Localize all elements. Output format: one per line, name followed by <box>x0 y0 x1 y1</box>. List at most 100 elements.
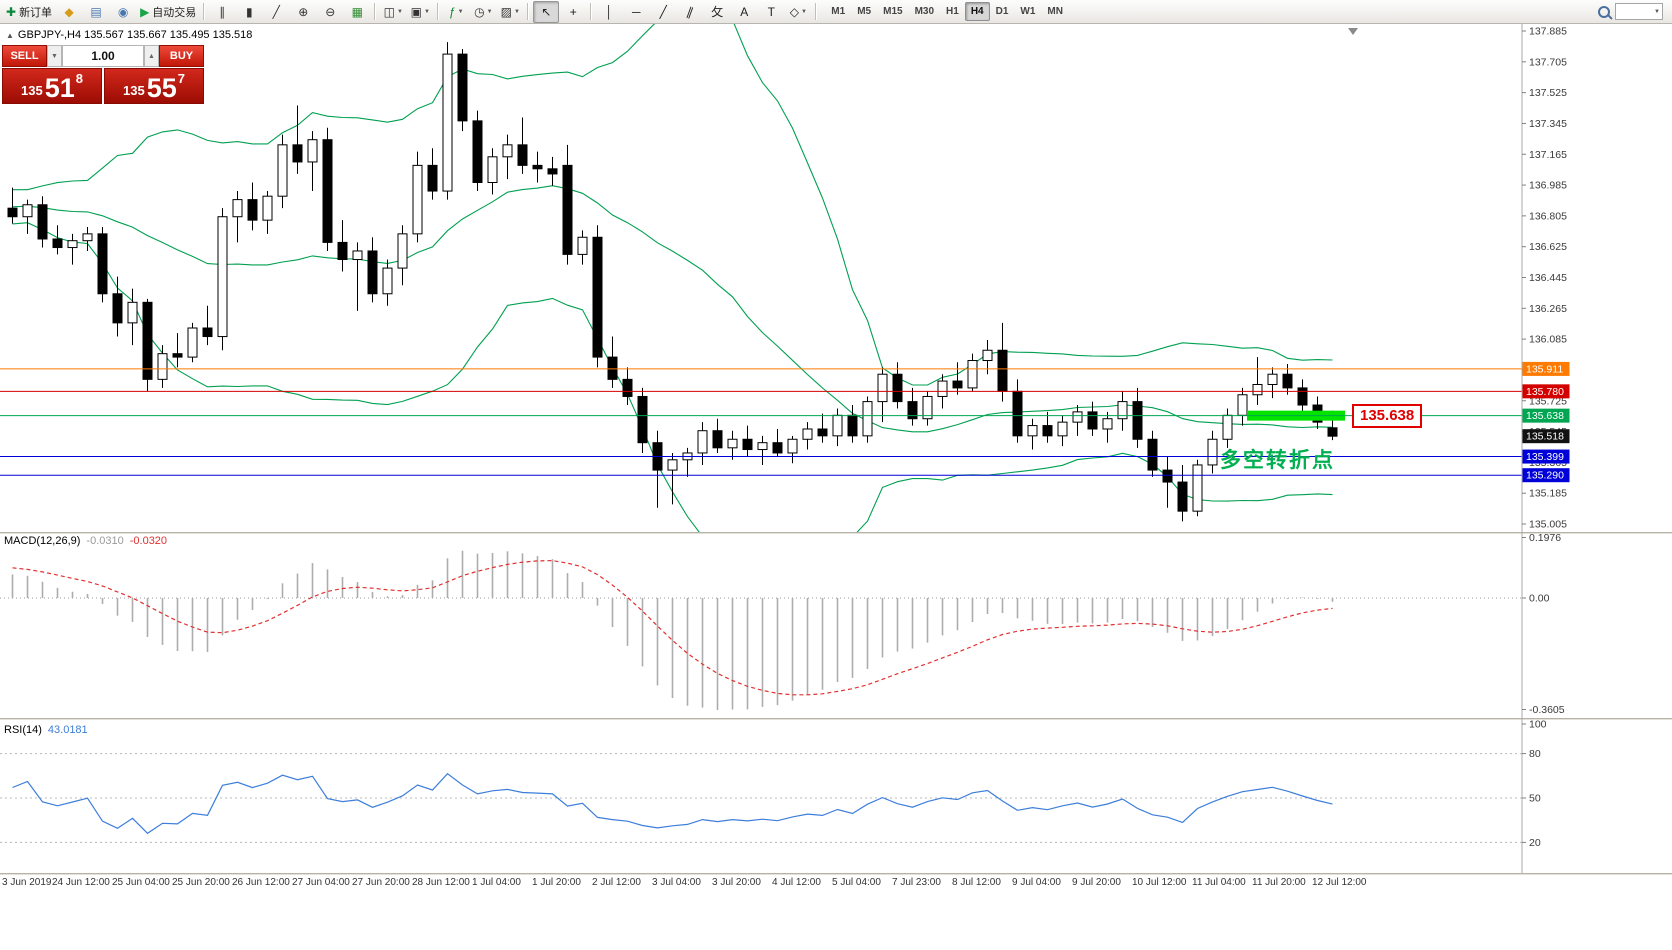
toolbar-separator <box>527 3 530 20</box>
new-order-button-label: 新订单 <box>19 6 53 19</box>
market-watch-button[interactable]: ◆ <box>56 1 82 23</box>
bollinger-bands <box>12 24 1333 532</box>
volume-increase-button[interactable]: ▲ <box>144 45 159 67</box>
candlestick-type-icon: ▮ <box>245 4 253 19</box>
svg-text:137.705: 137.705 <box>1529 56 1567 68</box>
caret-down-icon: ▼ <box>457 8 464 15</box>
text-label-button[interactable]: T <box>758 1 784 23</box>
caret-up-icon: ▲ <box>148 52 155 60</box>
channel-button[interactable]: ∥ <box>677 1 703 23</box>
svg-text:135.780: 135.780 <box>1526 386 1564 398</box>
macd-scale[interactable]: 0.1976 0.00 -0.3605 <box>1522 532 1565 716</box>
svg-text:20: 20 <box>1529 837 1541 849</box>
horizontal-level-lines <box>0 368 1522 476</box>
rsi-scale[interactable]: 100 80 50 20 <box>1522 719 1547 849</box>
cascade-windows-button[interactable]: ▣ ▼ <box>407 1 433 23</box>
sell-price-pip: 8 <box>75 71 83 86</box>
new-order-button[interactable]: ✚ 新订单 <box>3 1 55 23</box>
macd-name: MACD(12,26,9) <box>4 535 81 547</box>
tile-windows-icon: ◫ <box>383 4 395 19</box>
fibonacci-icon: 攵 <box>711 4 724 19</box>
chart-icon: ▲ <box>6 30 14 40</box>
timeframe-mn-button[interactable]: MN <box>1047 6 1063 17</box>
symbol-search: ▼ <box>1598 3 1669 20</box>
timeframe-m30-button[interactable]: M30 <box>914 6 935 17</box>
rsi-name: RSI(14) <box>4 724 42 736</box>
trendline-icon: ╱ <box>659 4 667 19</box>
sell-button[interactable]: SELL <box>2 45 47 67</box>
shapes-button[interactable]: ◇ ▼ <box>785 1 811 23</box>
candlesticks <box>7 42 1338 522</box>
timeframe-m5-button[interactable]: M5 <box>857 6 872 17</box>
autotrade-button[interactable]: ▶ 自动交易 <box>137 1 199 23</box>
fibonacci-button[interactable]: 攵 <box>704 1 730 23</box>
svg-text:0.00: 0.00 <box>1529 593 1550 605</box>
svg-text:136.085: 136.085 <box>1529 334 1567 346</box>
zoom-in-icon: ⊕ <box>298 4 309 19</box>
timeframe-h4-button[interactable]: H4 <box>964 2 990 21</box>
svg-text:27 Jun 20:00: 27 Jun 20:00 <box>352 877 410 888</box>
timeframe-m15-button[interactable]: M15 <box>883 6 903 17</box>
svg-text:100: 100 <box>1529 719 1547 731</box>
svg-text:0.1976: 0.1976 <box>1529 532 1561 544</box>
vertical-line-button[interactable]: │ <box>596 1 622 23</box>
buy-button[interactable]: BUY <box>159 45 204 67</box>
svg-text:135.518: 135.518 <box>1526 431 1564 443</box>
navigator-icon: ◉ <box>117 4 129 19</box>
horizontal-line-button[interactable]: ─ <box>623 1 649 23</box>
toolbar-separator <box>590 3 593 20</box>
sell-price-button[interactable]: 135 51 8 <box>2 68 102 104</box>
macd-signal-value: -0.0320 <box>129 535 168 547</box>
svg-text:5 Jul 04:00: 5 Jul 04:00 <box>832 877 881 888</box>
svg-text:1 Jul 04:00: 1 Jul 04:00 <box>472 877 521 888</box>
indicators-button[interactable]: ƒ ▼ <box>443 1 469 23</box>
line-chart-type-icon: ╱ <box>272 4 280 19</box>
zoom-out-button[interactable]: ⊖ <box>317 1 343 23</box>
time-axis[interactable]: 3 Jun 2019 24 Jun 12:00 25 Jun 04:00 25 Jun… <box>2 877 1367 888</box>
line-chart-type-button[interactable]: ╱ <box>263 1 289 23</box>
buy-price-main: 55 <box>146 73 177 104</box>
rsi-label: RSI(14) 43.0181 <box>4 724 94 736</box>
sell-price-prefix: 135 <box>21 82 43 98</box>
timeframe-w1-button[interactable]: W1 <box>1020 6 1036 17</box>
bar-chart-type-button[interactable]: ∥ <box>209 1 235 23</box>
data-window-button[interactable]: ▤ <box>83 1 109 23</box>
svg-text:80: 80 <box>1529 748 1541 760</box>
navigator-button[interactable]: ◉ <box>110 1 136 23</box>
svg-text:25 Jun 04:00: 25 Jun 04:00 <box>112 877 170 888</box>
buy-price-button[interactable]: 135 55 7 <box>104 68 204 104</box>
price-tag-label[interactable]: 135.638 <box>1352 404 1423 428</box>
toolbar-buttons: ✚ 新订单 ◆ ▤ ◉ ▶ 自动交易 ∥ ▮ ╱ ⊕ ⊖ ▦ ◫ ▼ ▣ ▼ ƒ ▼ ◷ ▼ ▨ ▼ ↖ + │ ─ ╱ ∥ 攵 A T ◇ ▼ <box>3 0 820 23</box>
svg-text:135.005: 135.005 <box>1529 519 1567 531</box>
tile-windows-button[interactable]: ◫ ▼ <box>380 1 406 23</box>
trendline-button[interactable]: ╱ <box>650 1 676 23</box>
timeframe-toolbar: M1 M5 M15 M30 H1 H4 D1 W1 MN <box>825 2 1069 21</box>
grid-button[interactable]: ▦ <box>344 1 370 23</box>
candlestick-type-button[interactable]: ▮ <box>236 1 262 23</box>
svg-text:135.399: 135.399 <box>1526 451 1564 463</box>
svg-text:135.290: 135.290 <box>1526 470 1564 482</box>
caret-down-icon: ▼ <box>486 8 493 15</box>
zoom-in-button[interactable]: ⊕ <box>290 1 316 23</box>
caret-down-icon: ▼ <box>396 8 403 15</box>
volume-input[interactable]: 1.00 <box>62 45 144 67</box>
search-input[interactable]: ▼ <box>1615 3 1663 20</box>
market-watch-icon: ◆ <box>64 4 74 19</box>
crosshair-button[interactable]: + <box>560 1 586 23</box>
svg-text:50: 50 <box>1529 793 1541 805</box>
price-axis[interactable]: 137.885 137.705 137.525 137.345 137.165 136.9… <box>1521 24 1570 873</box>
timeframe-m1-button[interactable]: M1 <box>831 6 846 17</box>
periods-button[interactable]: ◷ ▼ <box>470 1 496 23</box>
chart-canvas[interactable]: 137.885 137.705 137.525 137.345 137.165 136.9… <box>0 24 1672 890</box>
timeframe-d1-button[interactable]: D1 <box>995 6 1009 17</box>
buy-price-pip: 7 <box>177 71 185 86</box>
text-button[interactable]: A <box>731 1 757 23</box>
volume-decrease-button[interactable]: ▼ <box>47 45 62 67</box>
text-label-icon: T <box>767 4 775 19</box>
rsi-value: 43.0181 <box>47 724 88 736</box>
templates-button[interactable]: ▨ ▼ <box>497 1 523 23</box>
timeframe-h1-button[interactable]: H1 <box>946 6 959 17</box>
svg-text:3 Jun 2019: 3 Jun 2019 <box>2 877 52 888</box>
cursor-button[interactable]: ↖ <box>533 0 560 23</box>
sell-price-main: 51 <box>44 73 75 104</box>
